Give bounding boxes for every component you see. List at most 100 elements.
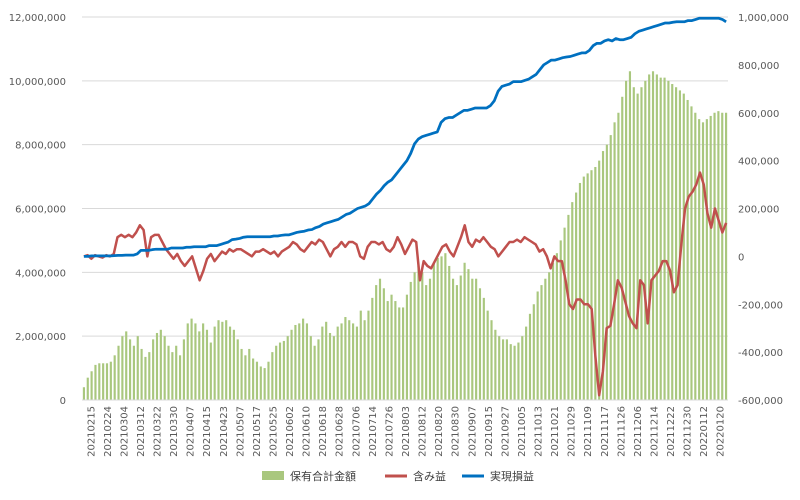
holdings-bar — [263, 368, 266, 400]
holdings-bar — [644, 80, 647, 400]
holdings-bar — [590, 170, 593, 400]
holdings-bar — [271, 352, 274, 400]
holdings-bar — [144, 356, 147, 400]
holdings-bar — [682, 93, 685, 400]
y-right-tick-label: 0 — [738, 252, 744, 263]
x-tick-label: 20211109 — [583, 406, 594, 457]
holdings-bar — [540, 285, 543, 400]
holdings-bar — [178, 355, 182, 400]
x-tick-label: 20211005 — [517, 406, 528, 457]
holdings-bar — [282, 340, 285, 400]
holdings-bar — [521, 336, 524, 400]
x-tick-label: 20220120 — [716, 406, 727, 457]
holdings-bar — [371, 297, 374, 400]
holdings-bar — [648, 74, 651, 400]
holdings-bar — [713, 112, 716, 400]
holdings-bar — [386, 301, 389, 400]
y-left-tick-label: 2,000,000 — [15, 332, 66, 343]
x-tick-label: 20211013 — [534, 406, 545, 457]
holdings-bar — [532, 304, 535, 400]
holdings-bar — [163, 336, 166, 400]
holdings-bar — [182, 339, 185, 400]
holdings-bar — [628, 71, 632, 400]
holdings-bar — [402, 307, 405, 400]
legend-swatch-holdings — [262, 471, 284, 480]
y-right-tick-label: -200,000 — [738, 300, 783, 311]
holdings-bar — [459, 275, 462, 400]
holdings-bar — [617, 112, 620, 400]
holdings-bar — [586, 173, 589, 400]
holdings-bar — [186, 323, 189, 400]
holdings-bar — [255, 361, 259, 400]
holdings-bar — [705, 119, 708, 400]
holdings-bar — [175, 345, 178, 400]
holdings-bar — [302, 318, 305, 400]
x-tick-label: 20211117 — [600, 406, 611, 457]
holdings-bar — [675, 87, 678, 400]
holdings-bar — [609, 135, 612, 400]
holdings-bar — [463, 262, 466, 400]
holdings-bar — [475, 278, 478, 400]
holdings-bar — [98, 363, 101, 400]
holdings-bar — [582, 176, 585, 400]
holdings-bar — [544, 278, 547, 400]
line-series — [83, 16, 728, 397]
x-tick-label: 20210820 — [434, 406, 445, 457]
holdings-bar — [248, 348, 251, 400]
holdings-bar — [548, 272, 551, 400]
holdings-bar — [555, 253, 558, 400]
holdings-bar — [413, 272, 416, 400]
holdings-bar — [594, 167, 597, 400]
holdings-bar — [94, 364, 97, 400]
x-tick-label: 20210803 — [401, 406, 412, 457]
holdings-bar — [340, 323, 343, 400]
x-tick-label: 20210706 — [351, 406, 362, 457]
x-tick-label: 20210304 — [119, 406, 130, 457]
holdings-bar — [290, 329, 293, 400]
holdings-bar — [725, 112, 728, 400]
holdings-bar — [332, 336, 335, 400]
holdings-bar — [321, 326, 324, 400]
holdings-bar — [490, 320, 493, 400]
holdings-bar — [551, 262, 555, 400]
x-tick-label: 20210423 — [219, 406, 230, 457]
holdings-bar — [352, 323, 355, 400]
x-tick-label: 20211230 — [683, 406, 694, 457]
y-left-tick-label: 10,000,000 — [9, 77, 66, 88]
holdings-bar — [601, 151, 605, 400]
holdings-bar — [721, 112, 724, 400]
holdings-bar — [486, 310, 489, 400]
holdings-bar — [313, 345, 316, 400]
x-tick-label: 20220112 — [699, 406, 710, 457]
holdings-bar — [336, 326, 339, 400]
holdings-bar — [159, 329, 162, 400]
holdings-bar — [117, 345, 120, 400]
y-left-tick-label: 4,000,000 — [15, 268, 66, 279]
holdings-bar — [344, 317, 347, 400]
holdings-bar — [398, 307, 401, 400]
y-axis-right: -600,000 -400,000 -200,000 0 200,000 400,000 6… — [738, 13, 789, 407]
y-left-tick-label: 12,000,000 — [9, 13, 66, 24]
holdings-bar — [252, 358, 255, 400]
holdings-bar — [102, 363, 105, 400]
holdings-bar — [228, 326, 232, 400]
holdings-bar — [417, 265, 420, 400]
holdings-bar — [621, 96, 624, 401]
holdings-bar — [640, 87, 643, 400]
y-left-tick-label: 0 — [60, 396, 66, 407]
holdings-bar — [632, 87, 635, 400]
holdings-bar — [328, 332, 332, 400]
holdings-bar — [236, 339, 239, 400]
holdings-bar — [132, 345, 135, 400]
x-tick-label: 20210830 — [451, 406, 462, 457]
holdings-bar — [501, 339, 505, 400]
holdings-bar — [152, 339, 155, 400]
holdings-bar — [405, 294, 408, 400]
holdings-bar — [536, 291, 539, 400]
holdings-bar — [598, 160, 601, 400]
holdings-bar — [440, 256, 443, 400]
x-tick-label: 20211126 — [616, 406, 627, 457]
holdings-bar — [348, 320, 351, 400]
holdings-bar — [425, 285, 428, 400]
holdings-bar — [90, 371, 93, 400]
